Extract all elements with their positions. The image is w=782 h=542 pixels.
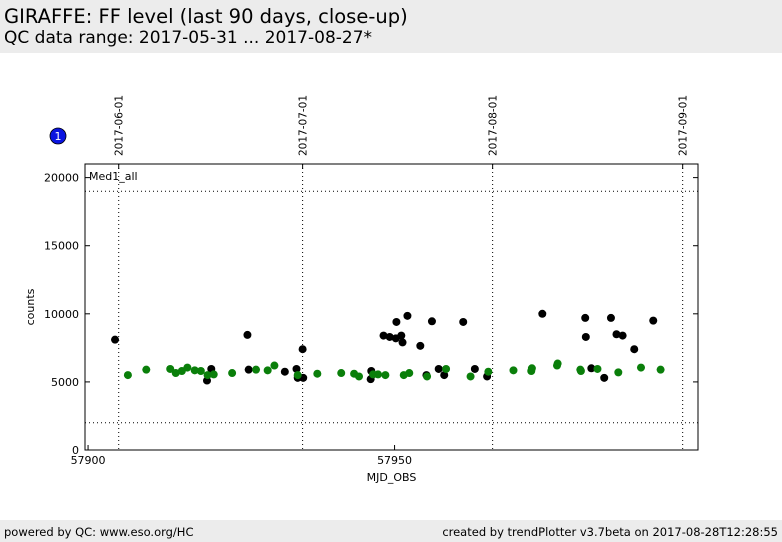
data-point-black — [385, 332, 394, 341]
y-axis-label: counts — [24, 288, 37, 325]
x-tick-label: 57900 — [71, 454, 106, 467]
data-point-green — [142, 365, 151, 374]
report-header: GIRAFFE: FF level (last 90 days, close-u… — [0, 0, 782, 53]
data-point-green — [381, 371, 390, 380]
data-point-green — [171, 369, 180, 378]
y-tick-label: 15000 — [44, 240, 79, 253]
data-point-black — [581, 332, 590, 341]
data-point-black — [243, 330, 252, 339]
date-tick-label: 2017-06-01 — [114, 95, 126, 156]
data-point-green — [614, 368, 623, 377]
chart-title: GIRAFFE: FF level (last 90 days, close-u… — [4, 5, 408, 28]
data-point-black — [111, 335, 120, 344]
data-point-black — [397, 331, 406, 340]
qc-range-subtitle: QC data range: 2017-05-31 ... 2017-08-27… — [4, 28, 373, 48]
data-point-black — [403, 311, 412, 320]
data-point-black — [470, 364, 479, 373]
footer-created-by: created by trendPlotter v3.7beta on 2017… — [442, 525, 778, 539]
data-point-green — [270, 361, 279, 370]
data-point-black — [434, 364, 443, 373]
plot-number-badge-circle — [49, 127, 67, 145]
date-tick-label: 2017-09-01 — [678, 95, 690, 156]
data-point-green — [423, 372, 432, 381]
data-point-green — [576, 367, 585, 376]
data-point-black — [280, 367, 289, 376]
data-point-green — [656, 365, 665, 374]
date-tick-label: 2017-08-01 — [488, 95, 500, 156]
data-point-black — [606, 313, 615, 322]
plot-number-badge: 1 — [49, 127, 67, 145]
data-point-green — [553, 359, 562, 368]
data-point-green — [252, 365, 261, 374]
y-tick-label: 0 — [72, 444, 79, 457]
data-point-green — [442, 364, 451, 373]
y-tick-label: 20000 — [44, 172, 79, 185]
data-point-black — [459, 317, 468, 326]
data-point-black — [392, 317, 401, 326]
data-point-black — [298, 345, 307, 354]
date-tick-label: 2017-07-01 — [298, 95, 310, 156]
data-point-black — [630, 345, 639, 354]
data-point-green — [228, 369, 237, 378]
data-point-black — [427, 317, 436, 326]
data-point-green — [183, 363, 192, 372]
data-point-green — [527, 364, 536, 373]
plot-number-badge-label: 1 — [55, 130, 62, 143]
data-point-green — [263, 366, 272, 375]
data-point-black — [379, 331, 388, 340]
x-tick-label: 57950 — [377, 454, 412, 467]
data-point-green — [355, 372, 364, 381]
data-point-green — [313, 369, 322, 378]
plot-frame — [84, 163, 699, 451]
data-point-green — [405, 369, 414, 378]
data-point-black — [587, 364, 596, 373]
x-axis-label: MJD_OBS — [367, 471, 417, 484]
data-point-black — [600, 373, 609, 382]
data-point-green — [293, 371, 302, 380]
data-point-green — [337, 369, 346, 378]
data-point-green — [593, 364, 602, 373]
data-point-black — [538, 309, 547, 318]
data-point-black — [416, 341, 425, 350]
data-point-green — [209, 370, 218, 379]
data-point-black — [244, 365, 253, 374]
data-point-black — [618, 331, 627, 340]
data-point-green — [374, 370, 383, 379]
data-point-green — [123, 371, 132, 380]
data-point-green — [166, 364, 175, 373]
y-tick-label: 5000 — [51, 376, 79, 389]
data-point-green — [636, 363, 645, 372]
data-point-green — [466, 372, 475, 381]
data-point-black — [292, 364, 301, 373]
data-point-green — [190, 366, 199, 375]
data-point-green — [484, 367, 493, 376]
trend-chart: 1 2017-06-01 2017-07-01 2017-08-01 2017-09-… — [24, 95, 699, 484]
data-point-green — [203, 371, 212, 380]
y-tick-label: 10000 — [44, 308, 79, 321]
report-footer: powered by QC: www.eso.org/HC created by… — [0, 520, 782, 542]
data-point-black — [612, 330, 621, 339]
panel-label: Med1_all — [89, 170, 138, 183]
data-point-green — [509, 366, 518, 375]
footer-powered-by: powered by QC: www.eso.org/HC — [4, 525, 194, 539]
data-point-black — [440, 371, 449, 380]
data-point-black — [649, 316, 658, 325]
data-point-green — [196, 367, 205, 376]
data-point-black — [398, 338, 407, 347]
data-point-black — [581, 313, 590, 322]
